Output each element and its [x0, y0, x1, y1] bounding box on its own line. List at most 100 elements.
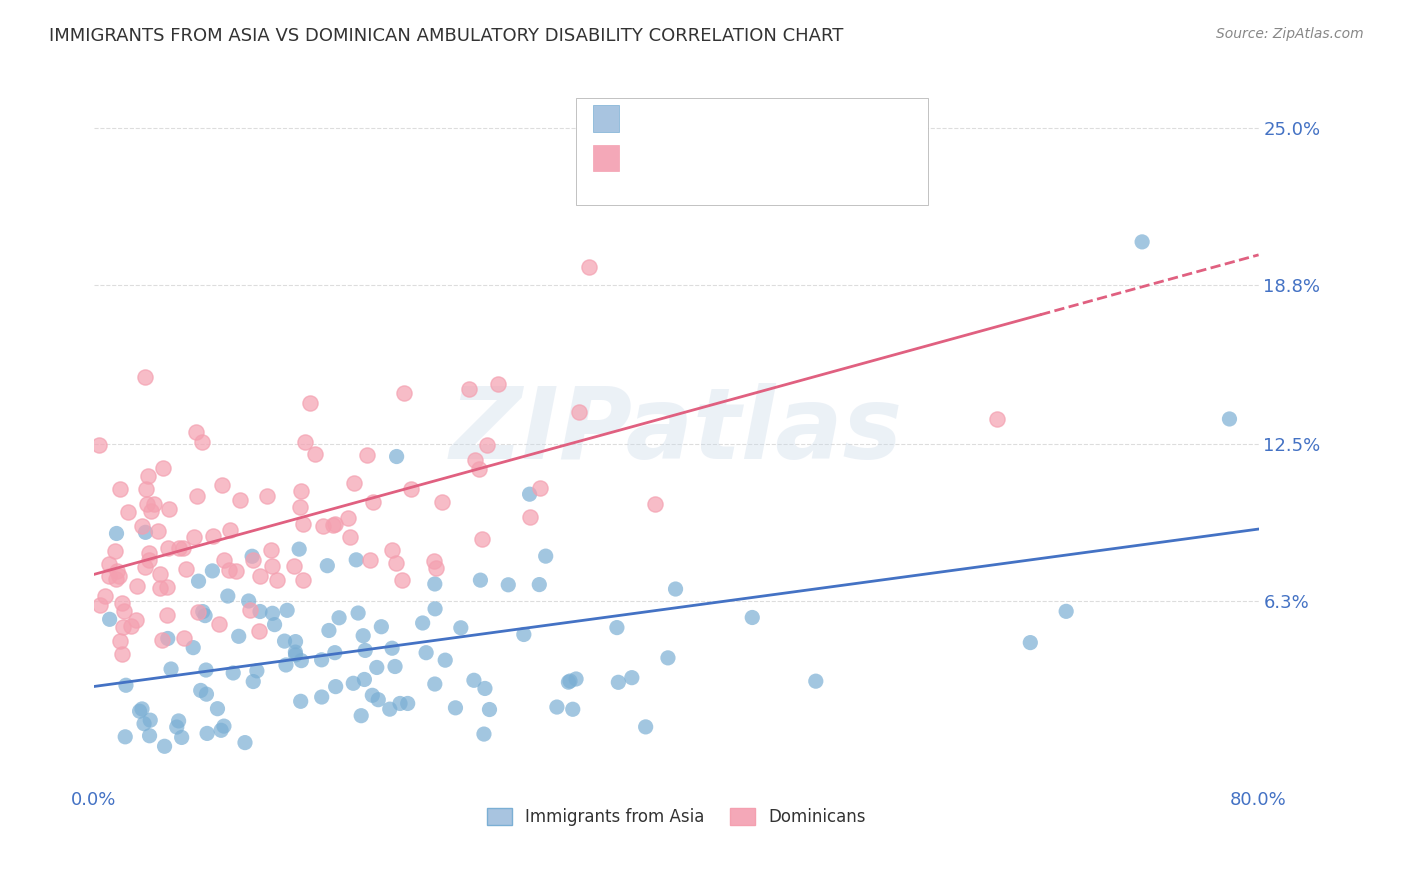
Point [546, 700, 568, 714]
Point [173, 631, 195, 645]
Point [274, 657, 297, 672]
Point [201, 564, 224, 578]
Point [229, 493, 252, 508]
Point [111, 647, 134, 661]
Point [105, 564, 128, 578]
Point [218, 563, 240, 577]
Point [325, 680, 347, 694]
Point [328, 611, 350, 625]
Point [195, 687, 218, 701]
Point [422, 554, 444, 568]
Point [187, 574, 209, 589]
Point [195, 726, 218, 740]
Point [385, 557, 408, 571]
Point [108, 482, 131, 496]
Point [657, 651, 679, 665]
Point [115, 678, 138, 692]
Point [415, 646, 437, 660]
Point [311, 653, 333, 667]
Point [283, 558, 305, 573]
Point [290, 654, 312, 668]
Point [186, 489, 208, 503]
Text: 107: 107 [763, 109, 801, 127]
Point [423, 602, 446, 616]
Point [423, 577, 446, 591]
Point [392, 386, 415, 401]
Point [191, 434, 214, 449]
Point [228, 629, 250, 643]
Text: 101: 101 [763, 148, 801, 166]
Point [222, 665, 245, 680]
Point [139, 713, 162, 727]
Point [233, 736, 256, 750]
Point [190, 683, 212, 698]
Point [156, 632, 179, 646]
Point [620, 671, 643, 685]
Point [249, 605, 271, 619]
Point [142, 497, 165, 511]
Point [209, 723, 232, 738]
Point [496, 578, 519, 592]
Point [191, 605, 214, 619]
Point [225, 564, 247, 578]
Point [166, 720, 188, 734]
Point [211, 478, 233, 492]
Point [134, 369, 156, 384]
Point [529, 481, 551, 495]
Point [156, 581, 179, 595]
Point [458, 382, 481, 396]
Point [664, 582, 686, 596]
Point [110, 597, 132, 611]
Point [323, 517, 346, 532]
Point [312, 519, 335, 533]
Point [172, 541, 194, 555]
Point [444, 701, 467, 715]
Point [323, 646, 346, 660]
Point [184, 425, 207, 440]
Point [367, 692, 389, 706]
Point [474, 681, 496, 696]
Point [356, 448, 378, 462]
Point [468, 462, 491, 476]
Point [160, 662, 183, 676]
Point [132, 716, 155, 731]
Point [519, 487, 541, 501]
Point [195, 663, 218, 677]
Point [359, 553, 381, 567]
Point [486, 377, 509, 392]
Point [557, 675, 579, 690]
Point [139, 504, 162, 518]
Point [273, 634, 295, 648]
Point [128, 704, 150, 718]
Point [256, 489, 278, 503]
Point [470, 573, 492, 587]
Point [262, 559, 284, 574]
Point [322, 518, 344, 533]
Point [134, 525, 156, 540]
Point [156, 608, 179, 623]
Point [176, 561, 198, 575]
Point [391, 573, 413, 587]
Point [534, 549, 557, 563]
Point [242, 674, 264, 689]
Point [450, 621, 472, 635]
Point [135, 482, 157, 496]
Point [318, 624, 340, 638]
Point [242, 553, 264, 567]
Point [138, 729, 160, 743]
Point [634, 720, 657, 734]
Point [352, 629, 374, 643]
Point [472, 727, 495, 741]
Point [353, 673, 375, 687]
Point [344, 553, 367, 567]
Point [112, 620, 135, 634]
Point [361, 689, 384, 703]
Point [311, 690, 333, 704]
Point [153, 739, 176, 754]
Point [276, 603, 298, 617]
Point [636, 134, 658, 148]
Point [986, 412, 1008, 426]
Point [290, 500, 312, 514]
Point [138, 553, 160, 567]
Text: Source: ZipAtlas.com: Source: ZipAtlas.com [1216, 27, 1364, 41]
